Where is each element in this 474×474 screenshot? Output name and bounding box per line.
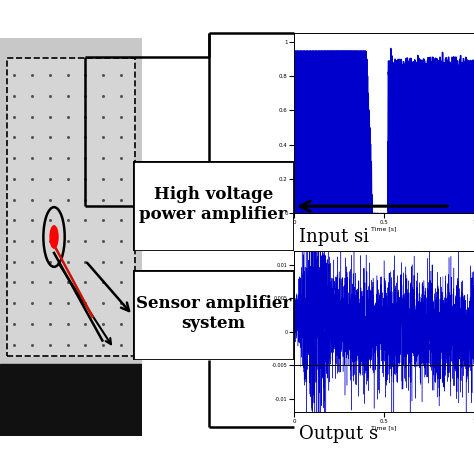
Bar: [7, 58, 135, 356]
Bar: [7, 58, 135, 356]
X-axis label: Time [s]: Time [s]: [371, 425, 397, 430]
Circle shape: [50, 226, 58, 248]
Bar: [0, 365, 142, 436]
Text: Sensor amplifier
system: Sensor amplifier system: [136, 295, 291, 332]
Text: Input si: Input si: [299, 228, 369, 246]
Text: High voltage
power amplifier: High voltage power amplifier: [139, 186, 287, 223]
Text: Output s: Output s: [299, 425, 378, 443]
X-axis label: Time [s]: Time [s]: [371, 226, 397, 231]
